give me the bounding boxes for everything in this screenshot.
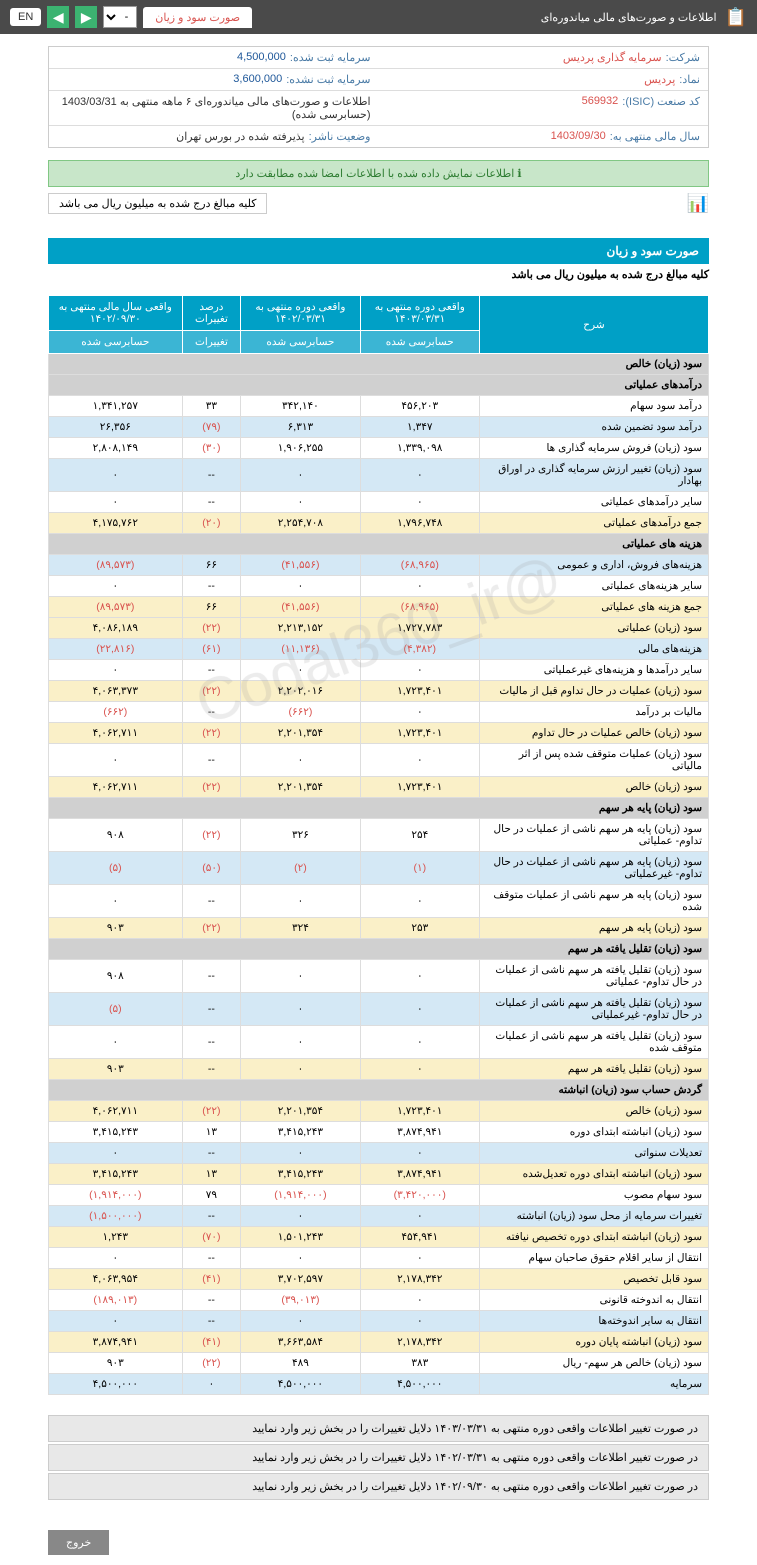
table-row: سود (زیان) تقلیل یافته هر سهم (49, 939, 709, 960)
col-desc: شرح (479, 296, 708, 354)
isic-value: 569932 (582, 95, 619, 121)
table-row: انتقال به اندوخته قانونی۰(۳۹,۰۱۳)--(۱۸۹,… (49, 1290, 709, 1311)
symbol-value: پردیس (644, 73, 675, 86)
table-row: سود (زیان) عملیات متوقف شده پس از اثر ما… (49, 744, 709, 777)
table-row: سایر درآمدهای عملیاتی۰۰--۰ (49, 492, 709, 513)
table-row: سود (زیان) خالص عملیات در حال تداوم۱,۷۲۳… (49, 723, 709, 744)
table-row: سود (زیان) پایه هر سهم ناشی از عملیات در… (49, 819, 709, 852)
table-row: سود (زیان) خالص۱,۷۲۳,۴۰۱۲,۲۰۱,۳۵۴(۲۲)۴,۰… (49, 1101, 709, 1122)
exit-button[interactable]: خروج (48, 1530, 109, 1555)
report-desc: اطلاعات و صورت‌های مالی میاندوره‌ای ۶ ما… (57, 95, 371, 121)
table-row: مالیات بر درآمد۰(۶۶۲)--(۶۶۲) (49, 702, 709, 723)
table-row: سود (زیان) انباشته ابتدای دوره تعدیل‌شده… (49, 1164, 709, 1185)
table-row: هزینه‌های فروش، اداری و عمومی(۶۸,۹۶۵)(۴۱… (49, 555, 709, 576)
footer-note-2: در صورت تغییر اطلاعات واقعی دوره منتهی ب… (48, 1444, 709, 1471)
table-row: سود (زیان) تقلیل یافته هر سهم ناشی از عم… (49, 1026, 709, 1059)
table-row: سود (زیان) خالص (49, 354, 709, 375)
table-row: سایر درآمدها و هزینه‌های غیرعملیاتی۰۰--۰ (49, 660, 709, 681)
excel-icon[interactable]: 📊 (687, 193, 709, 214)
table-row: سود (زیان) تقلیل یافته هر سهم ناشی از عم… (49, 993, 709, 1026)
col-sub3: تغییرات (182, 331, 241, 354)
col-sub1: حسابرسی شده (360, 331, 479, 354)
table-row: درآمد سود تضمین شده۱,۳۴۷۶,۳۱۳(۷۹)۲۶,۳۵۶ (49, 417, 709, 438)
col-h2: واقعی دوره منتهی به ۱۴۰۲/۰۳/۳۱ (241, 296, 360, 331)
page-title: اطلاعات و صورت‌های مالی میاندوره‌ای (541, 11, 717, 24)
col-sub4: حسابرسی شده (49, 331, 183, 354)
lang-button[interactable]: EN (10, 8, 41, 26)
table-row: سایر هزینه‌های عملیاتی۰۰--۰ (49, 576, 709, 597)
clipboard-icon: 📋 (725, 7, 747, 28)
isic-label: کد صنعت (ISIC): (622, 95, 700, 121)
table-row: سود (زیان) تقلیل یافته هر سهم۰۰--۹۰۳ (49, 1059, 709, 1080)
table-row: انتقال از سایر اقلام حقوق صاحبان سهام۰۰-… (49, 1248, 709, 1269)
company-value: سرمایه گذاری پردیس (563, 51, 662, 64)
capital-reg-label: سرمایه ثبت شده: (290, 51, 371, 64)
table-row: هزینه‌های مالی(۴,۳۸۲)(۱۱,۱۳۶)(۶۱)(۲۲,۸۱۶… (49, 639, 709, 660)
capital-unreg-value: 3,600,000 (233, 73, 282, 86)
footer-note-3: در صورت تغییر اطلاعات واقعی دوره منتهی ب… (48, 1473, 709, 1500)
alert-bar: ℹ اطلاعات نمایش داده شده با اطلاعات امضا… (48, 160, 709, 187)
fiscal-year-value: 1403/09/30 (551, 130, 606, 143)
capital-unreg-label: سرمایه ثبت نشده: (286, 73, 370, 86)
table-row: جمع هزینه های عملیاتی(۶۸,۹۶۵)(۴۱,۵۵۶)۶۶(… (49, 597, 709, 618)
footer-notes: در صورت تغییر اطلاعات واقعی دوره منتهی ب… (48, 1415, 709, 1500)
table-row: درآمد سود سهام۴۵۶,۲۰۳۳۴۲,۱۴۰۳۳۱,۳۴۱,۲۵۷ (49, 396, 709, 417)
symbol-label: نماد: (679, 73, 700, 86)
financial-table: شرح واقعی دوره منتهی به ۱۴۰۳/۰۳/۳۱ واقعی… (48, 295, 709, 1395)
table-row: تعدیلات سنواتی۰۰--۰ (49, 1143, 709, 1164)
company-label: شرکت: (666, 51, 700, 64)
table-row: تغییرات سرمایه از محل سود (زیان) انباشته… (49, 1206, 709, 1227)
footer-note-1: در صورت تغییر اطلاعات واقعی دوره منتهی ب… (48, 1415, 709, 1442)
col-h4: واقعی سال مالی منتهی به ۱۴۰۲/۰۹/۳۰ (49, 296, 183, 331)
tab-label[interactable]: صورت سود و زیان (143, 7, 252, 28)
table-row: سود (زیان) پایه هر سهم ناشی از عملیات در… (49, 852, 709, 885)
table-row: سود (زیان) پایه هر سهم۲۵۳۳۲۴(۲۲)۹۰۳ (49, 918, 709, 939)
table-row: سود (زیان) فروش سرمایه گذاری ها۱,۳۳۹,۰۹۸… (49, 438, 709, 459)
col-h1: واقعی دوره منتهی به ۱۴۰۳/۰۳/۳۱ (360, 296, 479, 331)
table-row: سود (زیان) تقلیل یافته هر سهم ناشی از عم… (49, 960, 709, 993)
table-row: سود (زیان) عملیات در حال تداوم قبل از ما… (49, 681, 709, 702)
table-row: سود (زیان) تغییر ارزش سرمایه گذاری در او… (49, 459, 709, 492)
status-label: وضعیت ناشر: (309, 130, 371, 143)
col-h3: درصد تغییرات (182, 296, 241, 331)
section-header: صورت سود و زیان (48, 238, 709, 264)
currency-note: کلیه مبالغ درج شده به میلیون ریال می باش… (48, 193, 267, 214)
table-row: سود (زیان) انباشته ابتدای دوره تخصیص نیا… (49, 1227, 709, 1248)
table-row: سود (زیان) پایه هر سهم (49, 798, 709, 819)
capital-reg-value: 4,500,000 (237, 51, 286, 64)
info-grid: شرکت: سرمایه گذاری پردیس سرمایه ثبت شده: 4… (48, 46, 709, 148)
table-row: سود (زیان) پایه هر سهم ناشی از عملیات مت… (49, 885, 709, 918)
table-row: درآمدهای عملیاتی (49, 375, 709, 396)
prev-button[interactable]: ◀ (47, 6, 69, 28)
table-row: سرمایه۴,۵۰۰,۰۰۰۴,۵۰۰,۰۰۰۰۴,۵۰۰,۰۰۰ (49, 1374, 709, 1395)
table-row: سود (زیان) عملیاتی۱,۷۲۷,۷۸۳۲,۲۱۳,۱۵۲(۲۲)… (49, 618, 709, 639)
status-value: پذیرفته شده در بورس تهران (176, 130, 304, 143)
table-row: گردش حساب سود (زیان) انباشته (49, 1080, 709, 1101)
table-row: سود (زیان) خالص هر سهم- ریال۳۸۳۴۸۹(۲۲)۹۰… (49, 1353, 709, 1374)
next-button[interactable]: ▶ (75, 6, 97, 28)
col-sub2: حسابرسی شده (241, 331, 360, 354)
fiscal-year-label: سال مالی منتهی به: (610, 130, 700, 143)
table-row: جمع درآمدهای عملیاتی۱,۷۹۶,۷۴۸۲,۲۵۴,۷۰۸(۲… (49, 513, 709, 534)
table-row: سود قابل تخصیص۲,۱۷۸,۳۴۲۳,۷۰۲,۵۹۷(۴۱)۴,۰۶… (49, 1269, 709, 1290)
table-row: سود سهام مصوب(۳,۴۲۰,۰۰۰)(۱,۹۱۴,۰۰۰)۷۹(۱,… (49, 1185, 709, 1206)
section-sub: کلیه مبالغ درج شده به میلیون ریال می باش… (48, 268, 709, 281)
table-row: سود (زیان) خالص۱,۷۲۳,۴۰۱۲,۲۰۱,۳۵۴(۲۲)۴,۰… (49, 777, 709, 798)
note-row: 📊 کلیه مبالغ درج شده به میلیون ریال می ب… (48, 193, 709, 214)
table-row: سود (زیان) انباشته پایان دوره۲,۱۷۸,۳۴۲۳,… (49, 1332, 709, 1353)
top-bar: 📋 اطلاعات و صورت‌های مالی میاندوره‌ای صو… (0, 0, 757, 34)
period-select[interactable]: - (103, 6, 137, 28)
table-row: انتقال به سایر اندوخته‌ها۰۰--۰ (49, 1311, 709, 1332)
table-row: سود (زیان) انباشته ابتدای دوره۳,۸۷۴,۹۴۱۳… (49, 1122, 709, 1143)
table-row: هزینه های عملیاتی (49, 534, 709, 555)
